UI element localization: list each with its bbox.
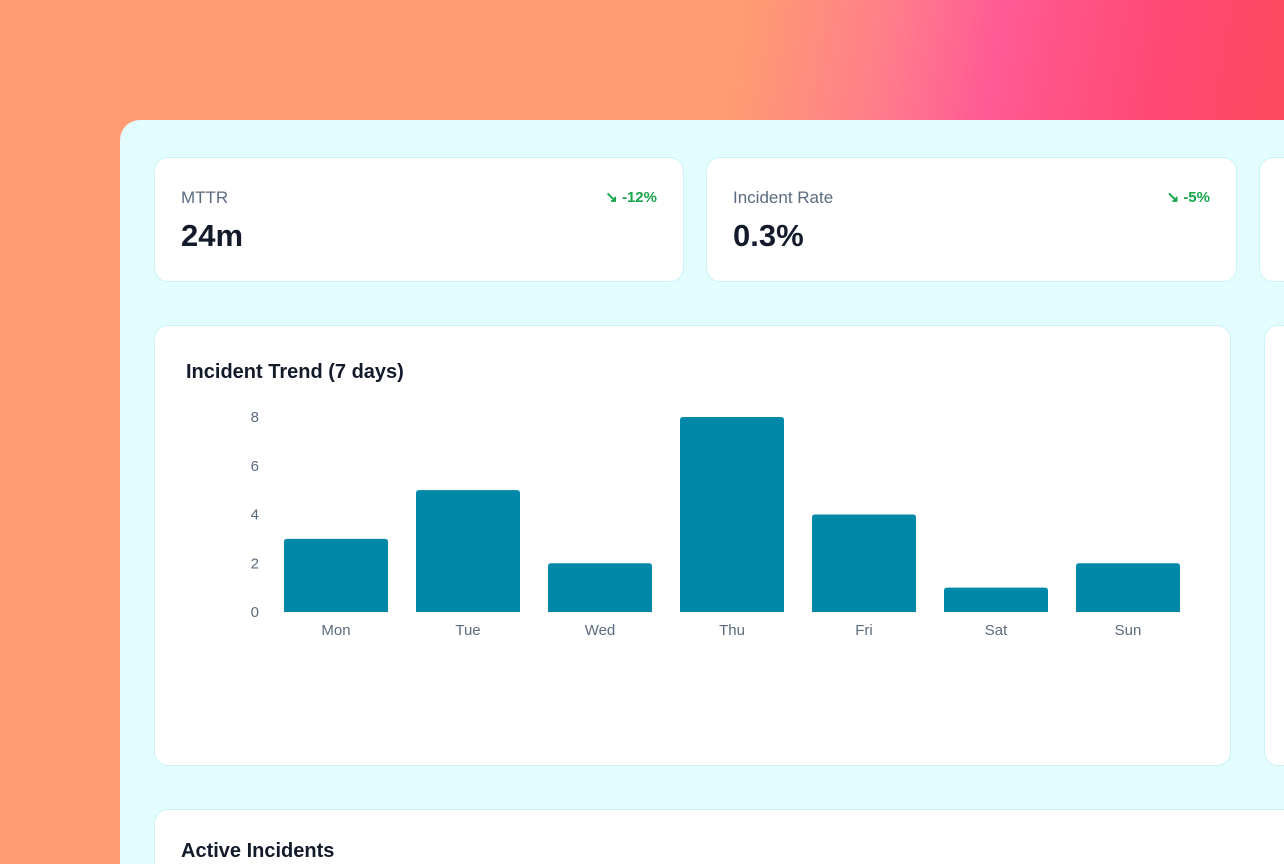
kpi-card-mttr: MTTR 24m ↘ -12%: [154, 157, 684, 282]
y-tick-label: 8: [251, 409, 259, 426]
chart-title: Incident Trend (7 days): [186, 361, 404, 383]
y-tick-label: 4: [251, 507, 259, 524]
kpi-card-incident-rate: Incident Rate 0.3% ↘ -5%: [706, 157, 1237, 282]
y-tick-label: 6: [251, 458, 259, 475]
kpi-delta: ↘ -5%: [1167, 188, 1210, 206]
kpi-card-partial: [1259, 157, 1284, 282]
y-tick-label: 0: [251, 604, 259, 621]
kpi-value: 0.3%: [733, 218, 804, 253]
side-card-partial: [1264, 325, 1284, 766]
x-tick-label: Fri: [855, 622, 873, 639]
bar-mon: [284, 538, 388, 612]
active-incidents-card: Active Incidents: [154, 809, 1284, 864]
kpi-delta-value: -12%: [621, 189, 657, 206]
kpi-value: 24m: [181, 218, 244, 253]
x-tick-label: Sat: [985, 622, 1008, 639]
kpi-label: MTTR: [181, 188, 229, 207]
section-title: Active Incidents: [181, 840, 335, 862]
x-tick-label: Sun: [1115, 622, 1142, 639]
incident-trend-card: Incident Trend (7 days) 0 2 4 6 8 Mon Tue Wed Th…: [154, 325, 1231, 766]
x-tick-label: Tue: [455, 622, 480, 639]
trending-down-icon: ↘: [1166, 189, 1180, 206]
trending-down-icon: ↘: [605, 189, 618, 206]
bar-sun: [1076, 563, 1180, 612]
kpi-delta: ↘ -12%: [605, 188, 657, 206]
y-tick-label: 2: [251, 555, 259, 572]
bar-sat: [944, 587, 1048, 612]
bar-fri: [812, 514, 916, 612]
kpi-label: Incident Rate: [733, 188, 834, 207]
incident-trend-chart: 0 2 4 6 8 Mon Tue Wed Thu Fri Sat Sun: [251, 409, 1180, 639]
x-tick-label: Mon: [321, 622, 350, 639]
x-tick-label: Thu: [719, 622, 745, 639]
bar-tue: [416, 490, 520, 612]
bar-wed: [548, 563, 652, 612]
bar-thu: [680, 417, 784, 612]
kpi-delta-value: -5%: [1183, 189, 1210, 206]
x-tick-label: Wed: [585, 622, 616, 639]
